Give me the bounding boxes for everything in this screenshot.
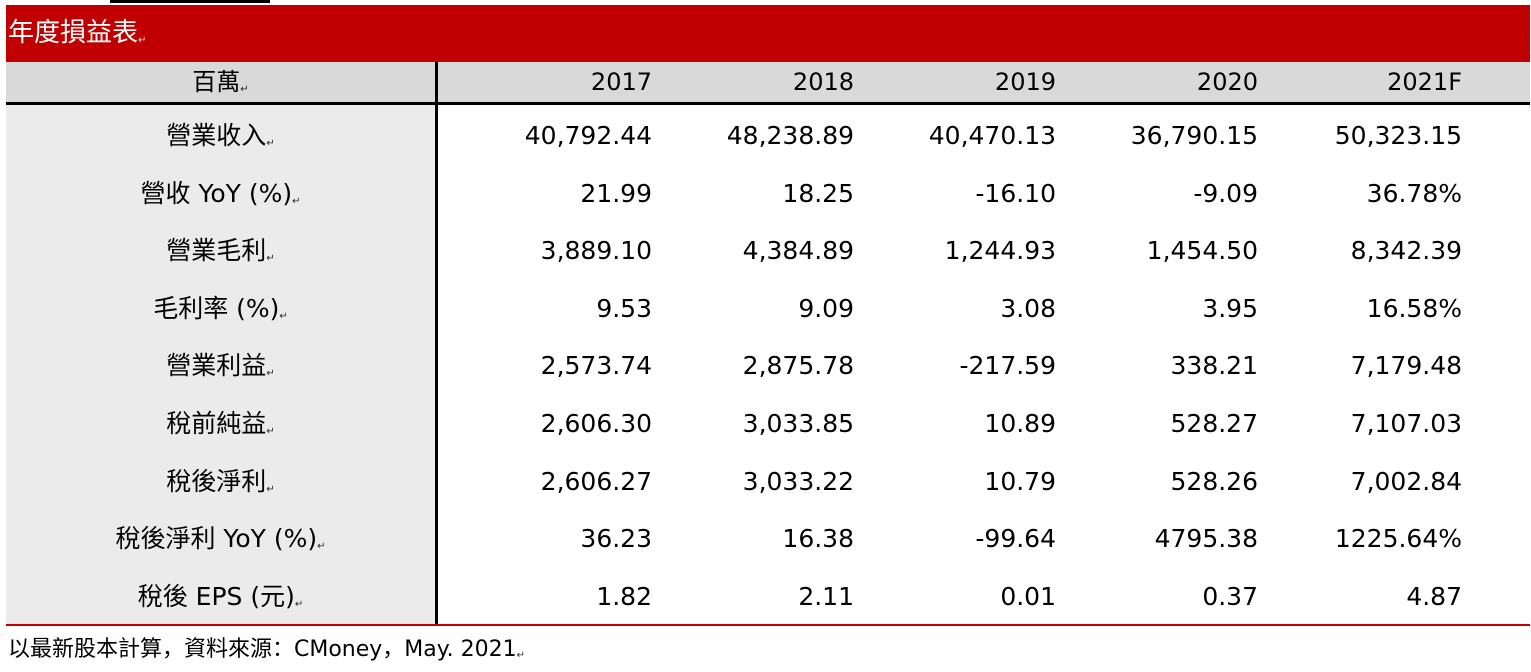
table-cell: 9.53 — [596, 293, 652, 323]
table-cell: 50,323.15 — [1334, 121, 1462, 150]
row-label: 稅後淨利 YoY (%)↵ — [115, 524, 326, 554]
table-cell: 36.78% — [1366, 178, 1462, 208]
header-2017: 2017 — [590, 68, 652, 96]
paragraph-mark-icon: ↵ — [138, 35, 147, 46]
row-label: 毛利率 (%)↵ — [153, 293, 288, 323]
table-cell: 0.37 — [1202, 581, 1258, 611]
table-cell: 2.11 — [798, 581, 854, 611]
table-cell: -217.59 — [959, 351, 1057, 381]
table-cell: 36,790.15 — [1130, 121, 1258, 150]
header-2021f: 2021F — [1387, 68, 1462, 96]
table-cell: 1.82 — [596, 581, 652, 611]
table-cell: 1,244.93 — [944, 236, 1056, 266]
header-2020: 2020 — [1196, 68, 1258, 96]
table-cell: 3,033.22 — [742, 466, 854, 496]
table-cell: 528.26 — [1170, 466, 1258, 496]
row-label: 稅後淨利↵ — [166, 466, 275, 496]
table-cell: 16.38 — [782, 524, 854, 554]
table-cell: 9.09 — [798, 293, 854, 323]
row-label: 營業收入↵ — [166, 121, 275, 150]
table-cell: 4795.38 — [1154, 524, 1258, 554]
row-label-column — [6, 105, 437, 624]
table-cell: 3.08 — [1000, 293, 1056, 323]
source-footnote: 以最新股本計算，資料來源：CMoney，May. 2021↵ — [8, 637, 526, 662]
row-label: 營業毛利↵ — [166, 236, 275, 266]
table-title: 年度損益表 — [8, 18, 139, 48]
table-cell: 7,107.03 — [1350, 409, 1462, 438]
row-label: 營業利益↵ — [166, 351, 275, 381]
table-cell: 18.25 — [782, 178, 854, 208]
header-unit: 百萬↵ — [192, 68, 249, 96]
table-cell: -9.09 — [1193, 178, 1258, 208]
table-cell: 3,889.10 — [540, 236, 652, 266]
table-cell: 3,033.85 — [742, 409, 854, 438]
header-2018: 2018 — [792, 68, 854, 96]
table-cell: 40,470.13 — [928, 121, 1056, 150]
table-cell: 528.27 — [1170, 409, 1258, 438]
table-cell: 2,606.27 — [540, 466, 652, 496]
table-cell: 7,179.48 — [1350, 351, 1462, 381]
table-cell: 2,875.78 — [742, 351, 854, 381]
table-cell: 8,342.39 — [1350, 236, 1462, 266]
table-cell: 7,002.84 — [1350, 466, 1462, 496]
table-cell: 10.89 — [984, 409, 1056, 438]
table-cell: 21.99 — [580, 178, 652, 208]
table-cell: 4,384.89 — [742, 236, 854, 266]
table-bottom-rule — [6, 624, 1530, 626]
row-label: 稅前純益↵ — [166, 409, 275, 438]
header-2019: 2019 — [994, 68, 1056, 96]
table-title-bar: 年度損益表↵ — [6, 5, 1530, 62]
table-cell: -16.10 — [975, 178, 1056, 208]
table-header-row — [6, 62, 1530, 105]
table-cell: 4.87 — [1406, 581, 1462, 611]
row-label: 營收 YoY (%)↵ — [140, 178, 301, 208]
table-cell: 48,238.89 — [726, 121, 854, 150]
table-cell: 16.58% — [1366, 293, 1462, 323]
top-edge-line — [110, 0, 270, 3]
table-cell: 338.21 — [1170, 351, 1258, 381]
table-cell: 0.01 — [1000, 581, 1056, 611]
table-cell: 1,454.50 — [1146, 236, 1258, 266]
table-cell: 1225.64% — [1334, 524, 1462, 554]
table-cell: 3.95 — [1202, 293, 1258, 323]
table-cell: 36.23 — [580, 524, 652, 554]
table-cell: 2,606.30 — [540, 409, 652, 438]
table-cell: 2,573.74 — [540, 351, 652, 381]
table-cell: 10.79 — [984, 466, 1056, 496]
table-cell: 40,792.44 — [524, 121, 652, 150]
row-label: 稅後 EPS (元)↵ — [137, 581, 304, 611]
table-cell: -99.64 — [975, 524, 1056, 554]
column-divider — [435, 62, 438, 624]
